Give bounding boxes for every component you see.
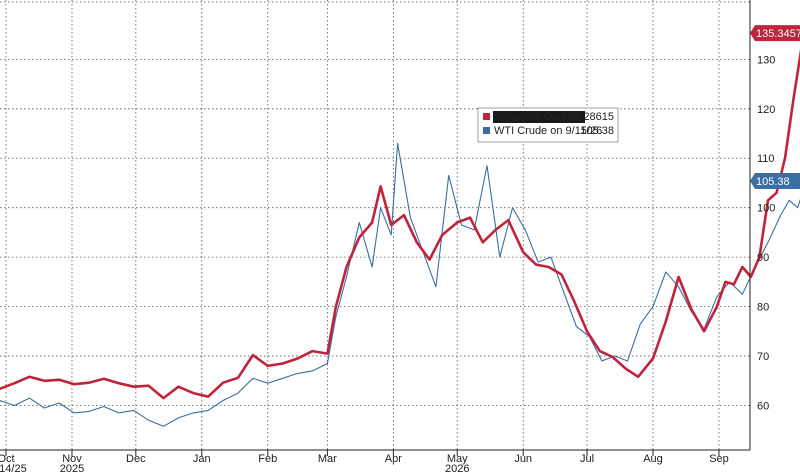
y-tick-label: 110: [757, 153, 775, 165]
y-tick-label: 130: [757, 54, 775, 66]
y-tick-label: 90: [757, 252, 769, 264]
grid: [0, 0, 750, 450]
x-tick-label: May: [447, 453, 468, 465]
y-tick-label: 60: [757, 400, 769, 412]
x-tick-label: Aug: [643, 453, 663, 465]
last-value-tag: [750, 25, 800, 42]
last-value-labels: 135.34576 105.38: [750, 25, 800, 189]
x-year-label: 2025: [60, 463, 84, 475]
y-tick-label: 120: [757, 104, 775, 116]
legend-series-value: 105.38: [580, 125, 614, 137]
x-tick-label: Nov: [62, 453, 82, 465]
x-tick-label: Jul: [580, 453, 594, 465]
x-tick-label: Mar: [318, 453, 337, 465]
axes: 60 70 80 90 100 110 120 130 Oct Nov Dec Jan Feb Mar Ap…: [0, 0, 775, 475]
last-value-label: 135.34576: [756, 28, 800, 40]
y-tick-label: 100: [757, 203, 775, 215]
y-tick-label: 70: [757, 351, 769, 363]
x-tick-label: Oct: [0, 453, 15, 465]
series-line-wti-crude: [0, 142, 800, 427]
last-value-tag: [750, 172, 800, 189]
x-tick-label: Jun: [514, 453, 532, 465]
series-line-shanghai-crude: [0, 48, 800, 400]
x-year-label: 2026: [445, 463, 469, 475]
x-tick-label: Dec: [126, 453, 146, 465]
series-lines: [0, 48, 800, 427]
last-value-label: 105.38: [756, 176, 790, 188]
legend-highlight: [493, 111, 585, 123]
legend-swatch: [483, 127, 490, 134]
x-tick-label: Feb: [258, 453, 277, 465]
legend-series-name: Shanghai Crude: [494, 111, 574, 123]
x-tick-label: Jan: [193, 453, 211, 465]
x-tick-label: Sep: [709, 453, 729, 465]
legend-swatch: [483, 113, 490, 120]
x-tick-label: Apr: [385, 453, 402, 465]
y-tick-label: 80: [757, 302, 769, 314]
legend-series-name: WTI Crude on 9/15/26: [494, 125, 602, 137]
x-start-date-label: 9/14/25: [0, 463, 27, 475]
legend-series-value: 135.28615: [562, 111, 614, 123]
